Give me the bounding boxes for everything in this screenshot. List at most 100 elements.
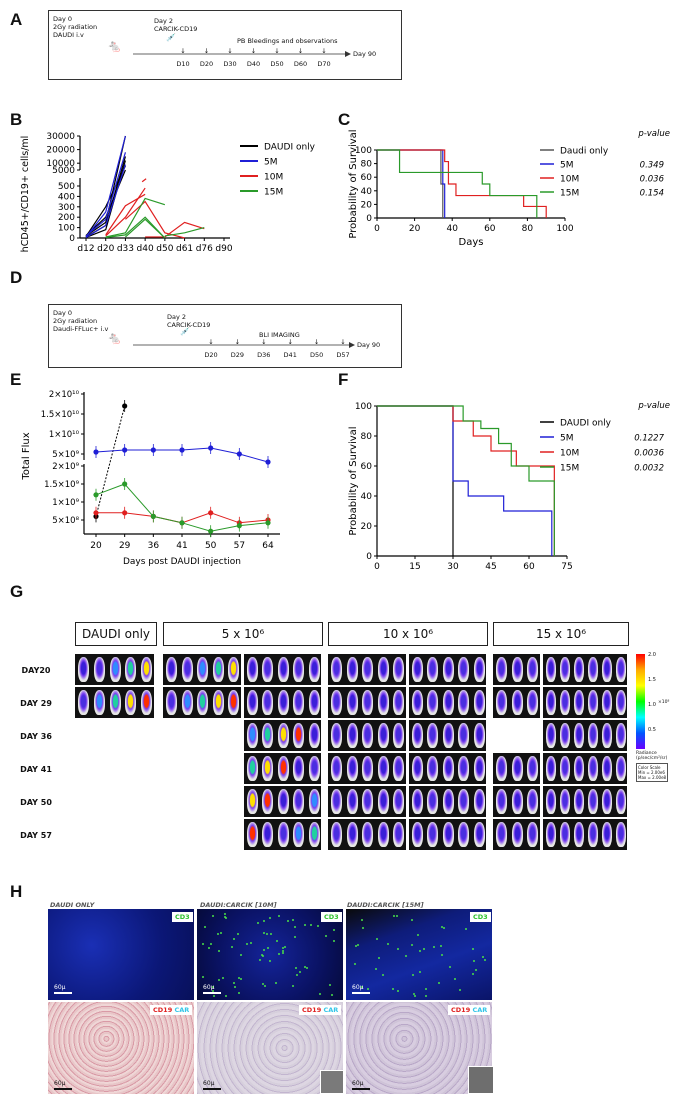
- cd3-positive-cell: [277, 914, 280, 917]
- mouse-silhouette: [377, 822, 389, 847]
- cd3-positive-cell: [278, 953, 281, 956]
- scale-label-3: 60μ: [352, 984, 364, 991]
- mouse-silhouette: [412, 690, 423, 715]
- timeline-a-axis: [133, 51, 351, 57]
- mouse-silhouette: [308, 789, 320, 814]
- data-point-15M: [179, 520, 185, 526]
- mouse-icon: 🐁: [107, 39, 122, 53]
- data-point-15M: [265, 520, 271, 526]
- y-tick-label: 40: [361, 187, 373, 197]
- panel-letter-g: G: [10, 582, 24, 601]
- y-tick-label: 0: [69, 234, 75, 244]
- mouse-silhouette: [458, 690, 470, 715]
- cd3-positive-cell: [332, 928, 335, 931]
- row-label-day36: DAY 36: [20, 732, 52, 741]
- x-tick-label: 20: [409, 224, 421, 234]
- cd3-positive-cell: [239, 953, 242, 956]
- mouse-silhouette: [262, 690, 274, 715]
- timeline-day-label: D50: [309, 351, 324, 359]
- mouse-silhouette: [377, 690, 389, 715]
- cd3-positive-cell: [276, 940, 279, 943]
- mouse-silhouette: [247, 723, 258, 748]
- cd3-positive-cell: [213, 995, 216, 998]
- timeline-arrow: ↓: [208, 338, 214, 346]
- cd3-positive-cell: [330, 993, 333, 996]
- y-tick-label: 100: [355, 402, 372, 412]
- syringe-icon: 💉: [180, 327, 190, 336]
- chart-f: 02040608010001530456075DaysProbability o…: [348, 401, 670, 572]
- legend-label: Daudi only: [560, 147, 609, 157]
- mouse-silhouette: [362, 789, 374, 814]
- cd3-positive-cell: [209, 942, 212, 945]
- cd3-positive-cell: [256, 922, 259, 925]
- mouse-silhouette: [228, 657, 240, 682]
- mouse-silhouette: [496, 756, 507, 781]
- data-point-10M: [122, 510, 128, 516]
- x-tick-label: 0: [374, 562, 380, 572]
- mouse-silhouette: [346, 789, 358, 814]
- h-title-daudi-only: DAUDI ONLY: [50, 901, 95, 909]
- timeline-day-label: D10: [176, 60, 190, 68]
- cd3-positive-cell: [261, 982, 264, 985]
- timeline-a-caption: PB Bleedings and observations: [237, 37, 338, 45]
- ihc-inset-15m: [468, 1066, 494, 1094]
- radiance-label: Radiance (p/sec/cm²/sr): [636, 751, 668, 761]
- timeline-day-label: D70: [317, 60, 331, 68]
- mouse-silhouette: [308, 657, 320, 682]
- bli-image: [244, 819, 321, 850]
- cd3-positive-cell: [440, 945, 443, 948]
- bli-image: [409, 786, 486, 817]
- x-tick-label: 29: [119, 541, 131, 551]
- bli-image: [543, 786, 627, 817]
- mouse-silhouette: [574, 756, 584, 781]
- timeline-arrow: ↓: [250, 47, 257, 55]
- mouse-silhouette: [393, 723, 405, 748]
- x-tick-label: 50: [205, 541, 217, 551]
- data-point-15M: [93, 492, 99, 498]
- panel-letter-d: D: [10, 268, 23, 287]
- scale-label-1: 60μ: [54, 984, 66, 991]
- cd3-positive-cell: [249, 942, 252, 945]
- p-value-header: p-value: [637, 401, 670, 411]
- cd3-positive-cell: [233, 986, 236, 989]
- timeline-arrow: ↓: [227, 47, 233, 55]
- timeline-arrow: ↓: [321, 47, 327, 55]
- x-tick-label: d40: [137, 244, 154, 254]
- cd3-positive-cell: [201, 942, 204, 945]
- mouse-silhouette: [247, 756, 258, 781]
- cd3-positive-cell: [310, 924, 313, 927]
- cd3-positive-cell: [223, 913, 226, 916]
- cd3-positive-cell: [437, 981, 440, 984]
- mouse-silhouette: [427, 756, 439, 781]
- survival-curve-Daudi only: [377, 149, 444, 218]
- mouse-silhouette: [527, 822, 539, 847]
- cd3-positive-cell: [269, 932, 272, 935]
- data-point-10M: [208, 510, 214, 516]
- survival-curve-DAUDI only: [377, 405, 454, 556]
- bli-image: [75, 687, 154, 718]
- mouse-silhouette: [602, 756, 612, 781]
- cd19-label: CD19: [302, 1006, 322, 1014]
- y-tick-label: 500: [58, 182, 75, 192]
- cd3-positive-cell: [224, 916, 227, 919]
- bli-image: [409, 654, 486, 685]
- cd3-label-2: CD3: [321, 912, 342, 922]
- mouse-silhouette: [546, 723, 556, 748]
- cd3-positive-cell: [366, 987, 369, 990]
- cd3-positive-cell: [392, 988, 395, 991]
- cd3-positive-cell: [324, 934, 327, 937]
- mouse-silhouette: [277, 822, 289, 847]
- cd3-positive-cell: [377, 956, 380, 959]
- cd3-positive-cell: [211, 985, 214, 988]
- cd3-positive-cell: [245, 942, 248, 945]
- mouse-silhouette: [511, 822, 523, 847]
- mouse-silhouette: [346, 690, 358, 715]
- bli-image: [244, 687, 321, 718]
- mouse-silhouette: [377, 756, 389, 781]
- bli-image: [163, 654, 241, 685]
- mouse-silhouette: [277, 756, 289, 781]
- cd3-positive-cell: [361, 926, 364, 929]
- timeline-day-label: D30: [223, 60, 237, 68]
- series-line-DAUDI only: [85, 165, 126, 237]
- series-line-10M: [125, 200, 185, 239]
